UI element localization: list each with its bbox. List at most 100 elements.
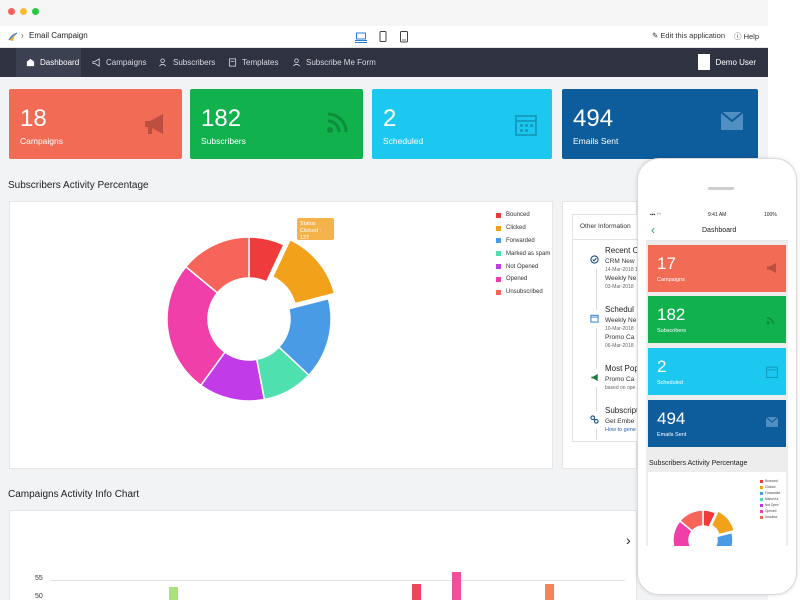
legend-item: Opened [760,508,780,514]
tablet-view-icon[interactable] [379,30,387,48]
minimize-window-button[interactable] [20,8,27,15]
tab-templates[interactable]: Templates [228,48,278,77]
help-link[interactable]: How to gene [605,427,636,433]
timeline-date: 14-Mar-2018 1 [605,267,638,273]
stat-card-value: 18 [20,105,47,132]
help-icon: ⓘ [734,32,742,41]
legend-label: Clicked [506,225,526,232]
legend-swatch [760,485,763,489]
window-titlebar [0,0,768,26]
timeline-item[interactable]: Get Embe [605,418,635,425]
chart-tooltip: Status Clicked : 127 [297,218,334,241]
legend-item: Marked a [760,496,780,502]
pie-slice-unsubscribed[interactable] [678,509,704,533]
tab-dashboard[interactable]: Dashboard [16,48,81,77]
help-label: Help [743,32,760,41]
phone-stat-card-campaigns[interactable]: 17 Campaigns [648,245,786,292]
legend-swatch [496,289,501,295]
other-information-title: Other Information [580,223,631,230]
legend-item[interactable]: Clicked [496,222,550,235]
legend-item[interactable]: Bounced [496,209,550,222]
legend-item[interactable]: Forwarded [496,235,550,248]
stat-card-value: 2 [657,357,667,376]
pie-slice-clicked[interactable] [271,238,336,305]
calendar-icon [590,310,599,328]
stat-card-value: 182 [201,105,242,132]
legend-item: Not Open [760,502,780,508]
pie-slice-unsubscribed[interactable] [184,236,250,294]
rss-icon [327,112,348,133]
template-icon [228,58,237,67]
timeline-section-title: Most Pop [605,364,639,373]
close-window-button[interactable] [8,8,15,15]
legend-label: Unsubsc [765,515,778,519]
stat-card-label: Subscribers [201,136,246,146]
user-menu[interactable]: Demo User [697,54,756,70]
legend-label: Unsubscribed [506,289,543,296]
user-name: Demo User [715,57,756,67]
stat-card-subscribers[interactable]: 182 Subscribers [190,89,363,159]
legend-item[interactable]: Unsubscribed [496,286,550,299]
legend-label: Bounced [765,479,778,483]
phone-chart-panel: Bounced Clicked Forwarded Marked a Not Open O… [648,472,786,546]
legend-item[interactable]: Opened [496,273,550,286]
legend-swatch [496,212,501,218]
avatar [697,54,710,70]
legend-swatch [760,491,763,495]
help-link[interactable]: ⓘ Help [734,31,759,42]
back-icon[interactable]: ‹ [651,223,655,237]
phone-header: ‹ Dashboard [646,221,788,241]
desktop-view-icon[interactable] [355,30,367,48]
stat-card-label: Scheduled [383,136,424,146]
tab-subscribe-me-form[interactable]: Subscribe Me Form [292,48,376,77]
phone-stat-card-emails-sent[interactable]: 494 Emails Sent [648,400,786,447]
envelope-icon [721,112,743,130]
tab-dashboard-label: Dashboard [40,58,80,67]
legend-swatch [760,479,763,483]
legend-item[interactable]: Not Opened [496,260,550,273]
stat-card-emails-sent[interactable]: 494 Emails Sent [562,89,758,159]
bar [412,584,421,600]
legend-label: Opened [506,276,528,283]
pie-slice-bounced[interactable] [248,236,285,283]
timeline-section-title: Recent C [605,246,639,255]
timeline-item[interactable]: Weekly Ne [605,275,637,282]
timeline-item[interactable]: CRM New [605,258,635,265]
phone-stat-card-subscribers[interactable]: 182 Subscribers [648,296,786,343]
zoom-window-button[interactable] [32,8,39,15]
y-axis-tick: 50 [35,593,43,600]
legend-swatch [496,238,501,244]
legend-item[interactable]: Marked as spam [496,247,550,260]
bar [169,587,178,600]
stat-card-label: Emails Sent [573,136,619,146]
mobile-view-icon[interactable] [400,30,408,48]
phone-section-title: Subscribers Activity Percentage [649,460,748,467]
tab-subscribers[interactable]: Subscribers [159,48,215,77]
bar [545,584,554,600]
timeline-date: based on ope [605,385,636,391]
timeline-item[interactable]: Promo Ca [605,376,635,383]
stat-card-campaigns[interactable]: 18 Campaigns [9,89,182,159]
phone-stat-card-scheduled[interactable]: 2 Scheduled [648,348,786,395]
pie-slice-clicked[interactable] [710,509,736,536]
tab-campaigns[interactable]: Campaigns [92,48,146,77]
timeline-item[interactable]: Promo Ca [605,334,635,341]
legend-swatch [760,503,763,507]
stat-card-scheduled[interactable]: 2 Scheduled [372,89,552,159]
pie-slice-forwarded[interactable] [713,531,734,546]
calendar-icon [515,115,537,136]
legend-item: Clicked [760,484,780,490]
chart-next-icon[interactable]: › [626,532,631,548]
users-icon [159,58,167,67]
tooltip-title: Status [300,221,316,227]
phone-screen: ▪▪▪ ◠ 9:41 AM 100% ‹ Dashboard 17 Campai… [646,210,788,546]
legend-label: Marked a [765,497,779,501]
stat-card-label: Emails Sent [657,432,687,438]
pie-slice-opened[interactable] [166,265,226,387]
app-header: › Email Campaign ✎ Edit this application… [0,26,768,48]
legend-swatch [760,497,763,501]
edit-application-link[interactable]: ✎ Edit this application [652,31,725,40]
timeline-item[interactable]: Weekly Ne [605,317,637,324]
bar [452,572,461,600]
activity-chart-legend: Bounced Clicked Forwarded Marked as spam Not… [496,209,550,299]
